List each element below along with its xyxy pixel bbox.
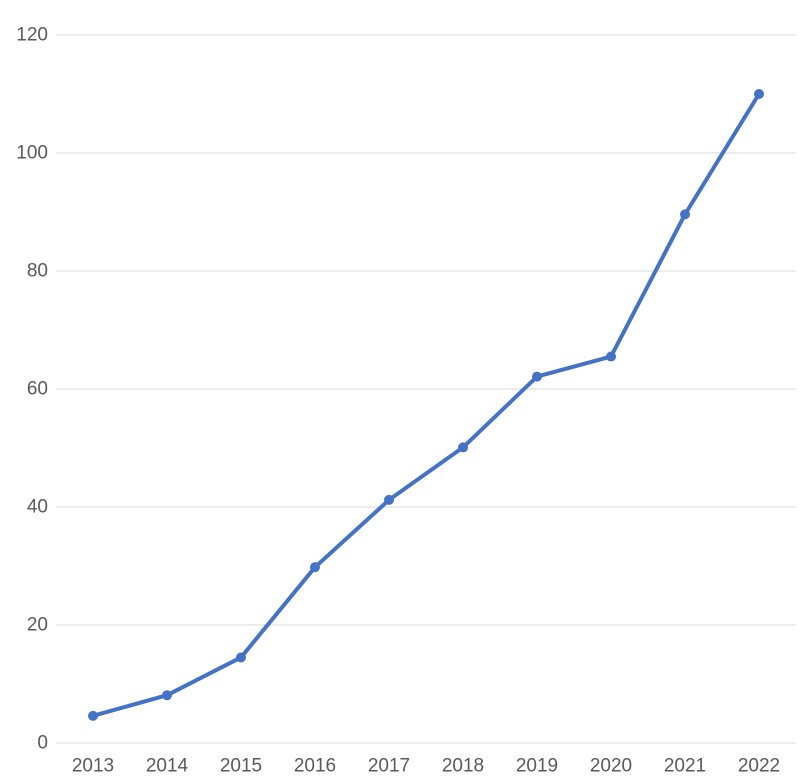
data-point-marker	[754, 89, 764, 99]
x-tick-label: 2015	[220, 756, 262, 777]
data-point-marker	[606, 351, 616, 362]
x-tick-label: 2019	[516, 756, 558, 777]
y-tick-label: 0	[37, 733, 48, 754]
data-point-marker	[88, 710, 98, 721]
series-line	[91, 92, 761, 718]
gridlines	[56, 34, 796, 744]
x-tick-label: 2021	[664, 756, 706, 777]
data-point-marker	[532, 371, 542, 382]
x-tick-label: 2013	[72, 756, 114, 777]
data-point-marker	[384, 494, 394, 505]
data-point-marker	[162, 690, 172, 701]
series-layer	[88, 89, 764, 721]
y-tick-label: 60	[27, 379, 48, 400]
x-tick-label: 2014	[146, 756, 189, 777]
x-tick-label: 2018	[442, 756, 484, 777]
y-tick-label: 20	[27, 615, 48, 636]
data-point-marker	[236, 652, 246, 663]
data-point-marker	[458, 442, 468, 453]
y-tick-label: 100	[16, 143, 48, 164]
y-axis-tick-labels: 0 20 40 60 80 100 120	[16, 25, 48, 754]
data-point-marker	[680, 209, 690, 220]
y-tick-label: 40	[27, 497, 48, 518]
x-tick-label: 2020	[590, 756, 632, 777]
x-axis-tick-labels: 2013 2014 2015 2016 2017 2018 2019 2020 2021 2022	[72, 756, 780, 777]
x-tick-label: 2022	[738, 756, 780, 777]
x-tick-label: 2016	[294, 756, 336, 777]
x-tick-label: 2017	[368, 756, 410, 777]
data-point-marker	[310, 562, 320, 573]
y-tick-label: 120	[16, 25, 48, 46]
y-tick-label: 80	[27, 261, 48, 282]
